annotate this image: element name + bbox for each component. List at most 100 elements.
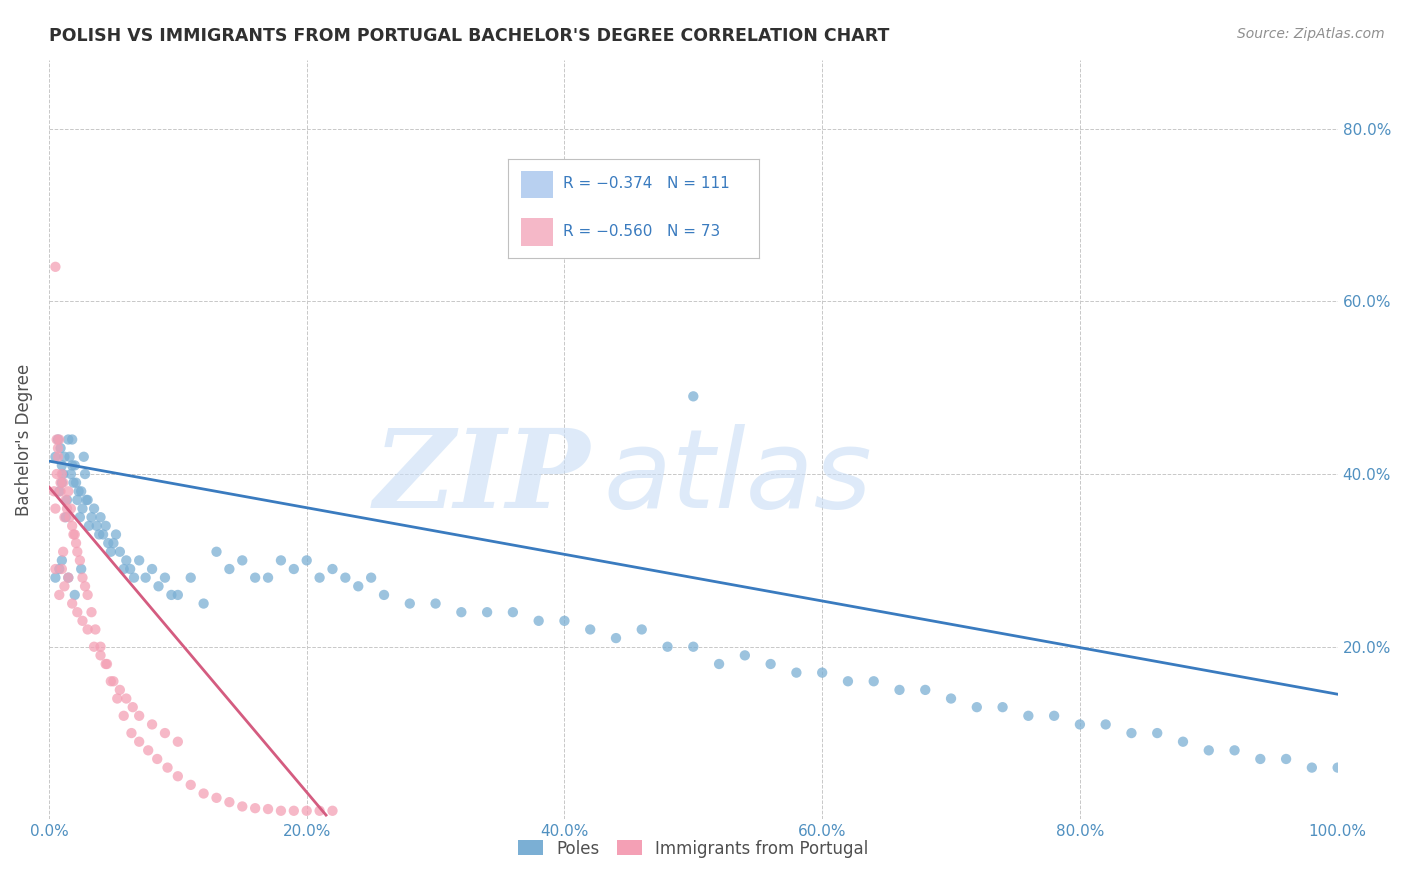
Point bbox=[77, 519, 100, 533]
Point bbox=[153, 571, 176, 585]
Point bbox=[100, 545, 122, 559]
Point bbox=[657, 640, 679, 654]
Point bbox=[51, 467, 73, 481]
Point bbox=[46, 441, 69, 455]
Point bbox=[122, 571, 145, 585]
Point bbox=[80, 605, 103, 619]
Point bbox=[308, 571, 330, 585]
Point bbox=[308, 804, 330, 818]
Point bbox=[73, 579, 96, 593]
Point bbox=[58, 510, 80, 524]
Point bbox=[682, 389, 704, 403]
Point bbox=[44, 571, 66, 585]
Point bbox=[243, 571, 266, 585]
Point bbox=[66, 492, 89, 507]
Point bbox=[218, 795, 240, 809]
Y-axis label: Bachelor's Degree: Bachelor's Degree bbox=[15, 363, 32, 516]
Point bbox=[811, 665, 834, 680]
Point bbox=[270, 804, 292, 818]
Point bbox=[59, 467, 82, 481]
Point bbox=[939, 691, 962, 706]
Point bbox=[553, 614, 575, 628]
Point bbox=[1275, 752, 1298, 766]
Point bbox=[112, 562, 135, 576]
Point bbox=[373, 588, 395, 602]
Point bbox=[360, 571, 382, 585]
Point bbox=[103, 674, 125, 689]
Point bbox=[45, 433, 67, 447]
Point bbox=[166, 735, 188, 749]
Point bbox=[231, 553, 253, 567]
Point bbox=[321, 562, 343, 576]
Point bbox=[148, 579, 170, 593]
Point bbox=[295, 804, 318, 818]
Point bbox=[991, 700, 1014, 714]
Point bbox=[97, 536, 120, 550]
Point bbox=[889, 682, 911, 697]
Point bbox=[100, 674, 122, 689]
Point bbox=[1094, 717, 1116, 731]
Bar bbox=[520, 170, 553, 198]
Point bbox=[837, 674, 859, 689]
Point bbox=[193, 787, 215, 801]
Point bbox=[58, 571, 80, 585]
Text: R = −0.560   N = 73: R = −0.560 N = 73 bbox=[564, 224, 720, 239]
Point bbox=[1017, 708, 1039, 723]
Point bbox=[205, 790, 228, 805]
Point bbox=[53, 450, 76, 464]
Point bbox=[120, 726, 142, 740]
Point bbox=[398, 597, 420, 611]
Point bbox=[108, 545, 131, 559]
Point bbox=[94, 519, 117, 533]
Point bbox=[335, 571, 357, 585]
Point bbox=[160, 588, 183, 602]
Point bbox=[58, 484, 80, 499]
Point bbox=[707, 657, 730, 671]
Point bbox=[682, 640, 704, 654]
Point bbox=[231, 799, 253, 814]
Point bbox=[89, 648, 111, 663]
Point bbox=[257, 802, 280, 816]
Point bbox=[48, 484, 70, 499]
Point bbox=[65, 475, 87, 490]
Point bbox=[53, 579, 76, 593]
Point bbox=[153, 726, 176, 740]
Point bbox=[49, 475, 72, 490]
Point bbox=[105, 691, 128, 706]
Point bbox=[136, 743, 159, 757]
Text: Source: ZipAtlas.com: Source: ZipAtlas.com bbox=[1237, 27, 1385, 41]
Point bbox=[48, 562, 70, 576]
Point bbox=[295, 553, 318, 567]
Point bbox=[76, 623, 98, 637]
Bar bbox=[520, 219, 553, 246]
Point bbox=[83, 640, 105, 654]
Point bbox=[966, 700, 988, 714]
Point bbox=[58, 433, 80, 447]
Point bbox=[46, 433, 69, 447]
Point bbox=[425, 597, 447, 611]
Point bbox=[527, 614, 550, 628]
Point bbox=[283, 804, 305, 818]
Point bbox=[108, 682, 131, 697]
Point bbox=[72, 501, 94, 516]
Point bbox=[89, 527, 111, 541]
Point bbox=[56, 492, 79, 507]
Point bbox=[49, 441, 72, 455]
Point bbox=[579, 623, 602, 637]
Point bbox=[218, 562, 240, 576]
Point bbox=[60, 519, 83, 533]
Point bbox=[862, 674, 884, 689]
Point bbox=[66, 605, 89, 619]
Point bbox=[605, 631, 627, 645]
Point bbox=[83, 501, 105, 516]
Point bbox=[51, 458, 73, 473]
Point bbox=[120, 562, 142, 576]
Point bbox=[86, 519, 108, 533]
Point bbox=[44, 562, 66, 576]
Point bbox=[94, 657, 117, 671]
Point bbox=[58, 571, 80, 585]
Point bbox=[44, 260, 66, 274]
Point bbox=[76, 588, 98, 602]
Point bbox=[91, 527, 114, 541]
Point bbox=[156, 761, 179, 775]
